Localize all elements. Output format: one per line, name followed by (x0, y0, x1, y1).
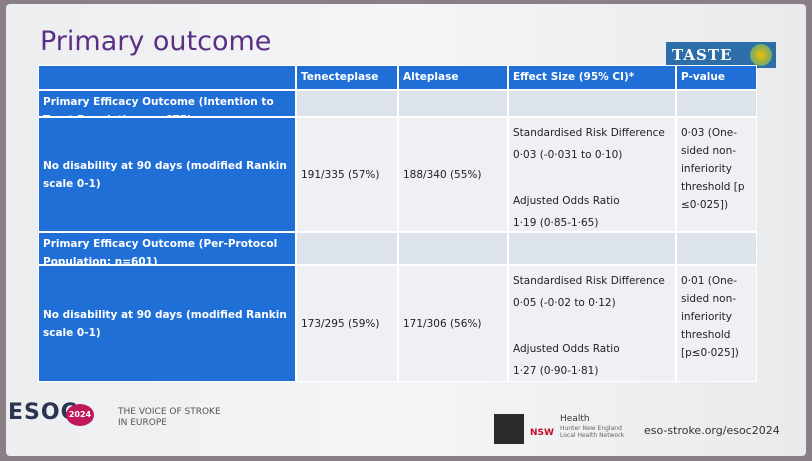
section-cell (508, 232, 676, 265)
effect-line: 0·03 (-0·031 to 0·10) (513, 149, 623, 161)
effect-line: Adjusted Odds Ratio (513, 343, 620, 355)
effect-size: Standardised Risk Difference 0·03 (-0·031… (508, 117, 676, 232)
header-cell: Effect Size (95% CI)* (508, 65, 676, 90)
alteplase: 188/340 (55%) (398, 117, 508, 232)
p-value: 0·03 (One-sided non-inferiority threshol… (676, 117, 757, 232)
section-cell (508, 90, 676, 117)
logo: TASTE (666, 42, 776, 68)
brand: ESOC (8, 400, 78, 425)
section-cell (398, 90, 508, 117)
p-value: 0·01 (One-sided non-inferiority threshol… (676, 265, 757, 382)
header-cell: P-value (676, 65, 757, 90)
effect-line: Standardised Risk Difference (513, 127, 665, 139)
section-cell (296, 90, 398, 117)
section-cell (296, 232, 398, 265)
effect-line: Adjusted Odds Ratio (513, 195, 620, 207)
tenecteplase: 173/295 (59%) (296, 265, 398, 382)
effect-line: Standardised Risk Difference (513, 275, 665, 287)
year-badge: 2024 (66, 404, 94, 426)
title: Primary outcome (40, 26, 272, 57)
nsw: NSW (530, 428, 554, 438)
section-cell (676, 232, 757, 265)
alteplase: 171/306 (56%) (398, 265, 508, 382)
network: Hunter New England Local Health Network (560, 425, 625, 439)
logo-text: TASTE (672, 46, 733, 64)
tagline: THE VOICE OF STROKE IN EUROPE (118, 407, 221, 428)
effect-line: 1·27 (0·90-1·81) (513, 365, 599, 377)
section-label: Primary Efficacy Outcome (Intention to T… (38, 90, 296, 126)
logo-box (494, 414, 524, 444)
outcome: No disability at 90 days (modified Ranki… (38, 117, 296, 232)
section-cell (676, 90, 757, 117)
header-cell: Alteplase (398, 65, 508, 90)
header-cell: Tenecteplase (296, 65, 398, 90)
health: Health (560, 414, 590, 424)
effect-size: Standardised Risk Difference 0·05 (-0·02 … (508, 265, 676, 382)
url: eso-stroke.org/esoc2024 (644, 424, 780, 437)
section-cell (398, 232, 508, 265)
outcome: No disability at 90 days (modified Ranki… (38, 265, 296, 382)
effect-line: 1·19 (0·85-1·65) (513, 217, 599, 229)
section-label: Primary Efficacy Outcome (Per-Protocol P… (38, 232, 296, 268)
header-cell (38, 65, 296, 90)
tenecteplase: 191/335 (57%) (296, 117, 398, 232)
effect-line: 0·05 (-0·02 to 0·12) (513, 297, 616, 309)
